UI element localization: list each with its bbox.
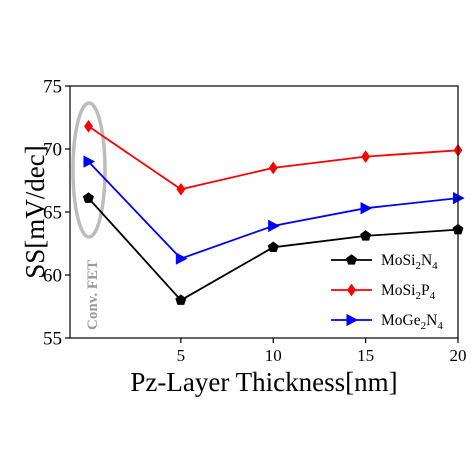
y-tick-label-75: 75 <box>43 77 62 98</box>
conv-fet-annotation: Conv. FET <box>85 260 101 330</box>
data-point-moge2n4-4 <box>452 191 465 205</box>
y-tick-label-70: 70 <box>43 140 62 161</box>
legend-marker-mosi2p4 <box>346 283 357 297</box>
legend-marker-moge2n4 <box>346 313 359 327</box>
data-point-mosi2n4-2 <box>267 241 279 252</box>
data-point-moge2n4-0 <box>83 155 96 168</box>
x-axis-label: Pz-Layer Thickness[nm] <box>130 367 397 397</box>
legend-marker-mosi2n4 <box>346 254 357 265</box>
data-point-mosi2n4-3 <box>360 230 372 241</box>
legend-label-part: 2 <box>415 260 421 272</box>
legend-label-moge2n4: MoGe2N4 <box>381 312 443 332</box>
data-point-mosi2n4-0 <box>82 192 94 203</box>
data-point-mosi2p4-1 <box>176 182 186 196</box>
ticks-layer: 55 60 65 70 75 5 10 15 20 <box>43 77 467 366</box>
data-point-mosi2p4-3 <box>361 150 371 164</box>
legend-label-mosi2p4: MoSi2P4 <box>381 282 436 302</box>
legend-label-part: MoSi <box>381 282 416 299</box>
y-axis-label: SS[mV/dec] <box>20 145 50 278</box>
data-point-moge2n4-1 <box>175 252 188 265</box>
data-point-moge2n4-2 <box>268 219 280 233</box>
legend-label-part: 2 <box>421 320 427 332</box>
data-point-mosi2p4-2 <box>268 161 278 175</box>
x-tick-label-5: 5 <box>177 346 186 365</box>
y-tick-label-65: 65 <box>43 203 62 224</box>
data-point-mosi2p4-0 <box>83 119 94 133</box>
y-tick-label-55: 55 <box>43 329 62 350</box>
legend-label-part: MoSi <box>381 252 416 269</box>
data-point-moge2n4-3 <box>360 201 373 215</box>
legend-label-part: 2 <box>415 290 421 302</box>
legend-label-part: N <box>421 252 432 269</box>
legend-label-part: 4 <box>432 260 438 272</box>
legend-label-part: 4 <box>430 290 436 302</box>
marks-layer: Conv. FET <box>71 101 465 330</box>
y-tick-label-60: 60 <box>43 266 62 287</box>
x-tick-label-15: 15 <box>357 346 374 365</box>
legend-label-part: N <box>426 312 437 329</box>
legend-label-part: 4 <box>437 320 443 332</box>
plot-area-frame <box>69 85 459 339</box>
legend-label-part: P <box>421 282 430 299</box>
conv-fet-highlight-ellipse <box>71 101 107 239</box>
data-point-mosi2n4-1 <box>175 294 187 305</box>
legend-label-part: MoGe <box>381 312 421 329</box>
legend-label-mosi2n4: MoSi2N4 <box>381 252 438 272</box>
x-tick-label-20: 20 <box>450 346 467 365</box>
series-line-mosi2p4 <box>87 125 459 191</box>
x-tick-label-10: 10 <box>265 346 282 365</box>
